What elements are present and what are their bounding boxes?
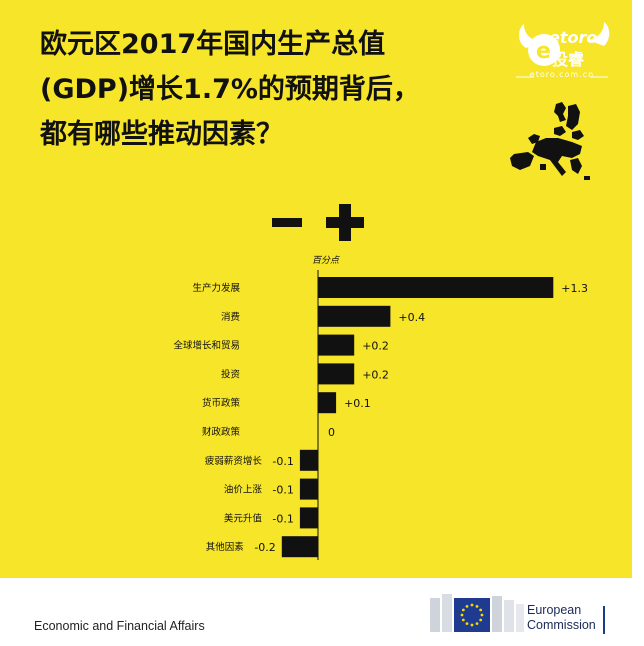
category-label: 油价上涨 [224,484,263,496]
eu-star-icon [465,604,469,608]
bar-6 [299,449,318,471]
european-commission-name: European Commission [527,603,596,633]
commission-line-1: European [527,603,582,617]
infographic-panel: 欧元区2017年国内生产总值 (GDP)增长1.7%的预期背后， 都有哪些推动因… [0,0,632,578]
eu-star-icon [475,622,479,626]
eu-star-icon [461,608,465,612]
value-label: +0.2 [362,368,389,381]
minus-icon [272,218,302,227]
page-title: 欧元区2017年国内生产总值 (GDP)增长1.7%的预期背后， 都有哪些推动因… [40,22,480,157]
unit-label: 百分点 [312,255,340,266]
value-label: -0.1 [272,484,293,497]
european-commission-logo [430,594,524,632]
minus-plus-indicator [270,198,370,250]
bar-7 [299,478,318,500]
category-label: 疲弱薪资增长 [205,455,263,467]
category-label: 货币政策 [202,397,241,409]
eu-star-icon [460,613,464,617]
eu-star-icon [475,604,479,608]
bar-0 [318,277,554,298]
minus-plus-icon [272,204,364,241]
category-label: 美元升值 [224,512,263,524]
value-label: -0.1 [272,512,293,525]
value-label: +0.1 [344,397,371,410]
category-label: 生产力发展 [192,282,240,294]
etoro-tagline: 投睿 [552,50,585,69]
eu-star-icon [470,603,474,607]
value-label: 0 [328,426,335,439]
eu-star-icon [479,608,483,612]
bar-1 [318,305,391,327]
commission-line-2: Commission [527,618,596,632]
title-line-1: 欧元区2017年国内生产总值 [40,29,386,60]
etoro-url: etoro.com.cn [529,70,595,79]
category-label: 消费 [221,311,240,323]
title-line-2: (GDP)增长1.7%的预期背后， [40,74,420,105]
bar-8 [299,507,318,529]
bar-9 [281,536,318,558]
eu-star-icon [465,622,469,626]
value-label: -0.1 [272,455,293,468]
bar-2 [318,334,355,356]
etoro-logo: e etoro 投睿 etoro.com.cn [512,20,612,84]
eurozone-map-icon [510,102,590,180]
eu-star-icon [480,613,484,617]
value-label: +0.4 [398,311,425,324]
category-label: 财政政策 [202,426,241,438]
commission-divider [603,606,605,634]
bull-horns-icon: e [516,22,610,78]
eu-star-icon [470,623,474,627]
eu-star-icon [461,618,465,622]
value-label: +1.3 [561,282,588,295]
etoro-brand: etoro [549,28,598,47]
eu-star-icon [479,618,483,622]
category-label: 投资 [221,368,241,380]
category-label: 其他因素 [206,541,245,553]
bar-4 [318,392,337,414]
value-label: +0.2 [362,340,389,353]
eu-flag-icon [454,598,490,632]
value-label: -0.2 [254,541,275,554]
department-label: Economic and Financial Affairs [34,619,205,633]
category-label: 全球增长和贸易 [173,340,240,352]
bar-3 [318,363,355,385]
title-line-3: 都有哪些推动因素？ [40,119,283,150]
plus-icon-vertical [339,204,351,241]
svg-text:e: e [536,39,551,64]
